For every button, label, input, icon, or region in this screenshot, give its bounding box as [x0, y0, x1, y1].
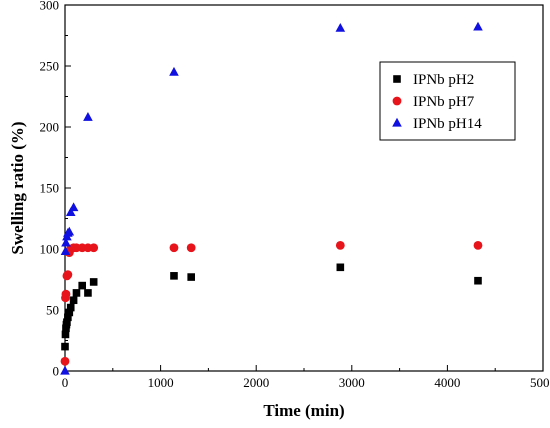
data-point [63, 270, 73, 280]
y-tick-label: 200 [40, 120, 60, 135]
data-point [63, 318, 71, 326]
data-point [60, 246, 71, 256]
data-point [61, 330, 70, 339]
y-tick-label: 0 [53, 364, 60, 379]
data-point [474, 276, 482, 285]
data-point [169, 66, 179, 76]
y-axis-title: Swelling ratio (%) [8, 121, 27, 254]
y-tick-label: 50 [46, 303, 59, 318]
series-square [61, 263, 482, 351]
data-point [89, 278, 98, 286]
data-point [473, 21, 483, 31]
data-point [187, 273, 195, 281]
data-point [78, 281, 87, 290]
data-point [64, 226, 75, 236]
data-point [335, 240, 345, 250]
data-point [61, 237, 71, 247]
x-tick-label: 2000 [243, 375, 269, 390]
legend-entry-label: IPNb pH2 [413, 72, 474, 88]
data-point [65, 308, 74, 317]
y-tick-label: 150 [40, 181, 60, 196]
series-circle [60, 240, 483, 366]
x-axis-title: Time (min) [263, 401, 344, 420]
data-point [68, 202, 79, 212]
data-point [89, 243, 99, 253]
data-point [473, 240, 483, 250]
data-point [64, 313, 72, 322]
data-point [60, 365, 70, 375]
data-point [186, 243, 196, 253]
data-point [60, 356, 70, 366]
plot-border [64, 4, 544, 372]
y-tick-label: 100 [40, 242, 60, 257]
data-point [169, 243, 179, 253]
data-point [83, 112, 93, 121]
data-point [65, 207, 76, 216]
data-point [335, 22, 346, 32]
data-point [72, 289, 81, 297]
data-point [61, 289, 71, 299]
series-triangle [60, 21, 483, 375]
data-point [84, 289, 92, 297]
legend-box [379, 61, 516, 141]
data-point [61, 342, 69, 351]
y-tick-label: 250 [40, 59, 60, 74]
data-points [60, 21, 483, 375]
data-point [69, 296, 78, 305]
data-point [66, 303, 75, 312]
x-tick-label: 4000 [434, 375, 460, 390]
legend-entry-label: IPNb pH14 [413, 116, 482, 132]
data-point [336, 263, 345, 272]
x-tick-label: 3000 [339, 375, 365, 390]
legend-entry-label: IPNb pH7 [413, 94, 475, 110]
legend-marker [393, 75, 401, 83]
x-tick-label: 1000 [148, 375, 174, 390]
y-tick-label: 300 [40, 0, 60, 13]
legend-marker [392, 117, 402, 127]
legend: IPNb pH2 IPNb pH7 IPNb pH14 [379, 61, 516, 141]
plot-frame [64, 4, 544, 372]
legend-marker [392, 96, 402, 106]
x-tick-label: 0 [62, 375, 69, 390]
data-point [170, 272, 178, 280]
